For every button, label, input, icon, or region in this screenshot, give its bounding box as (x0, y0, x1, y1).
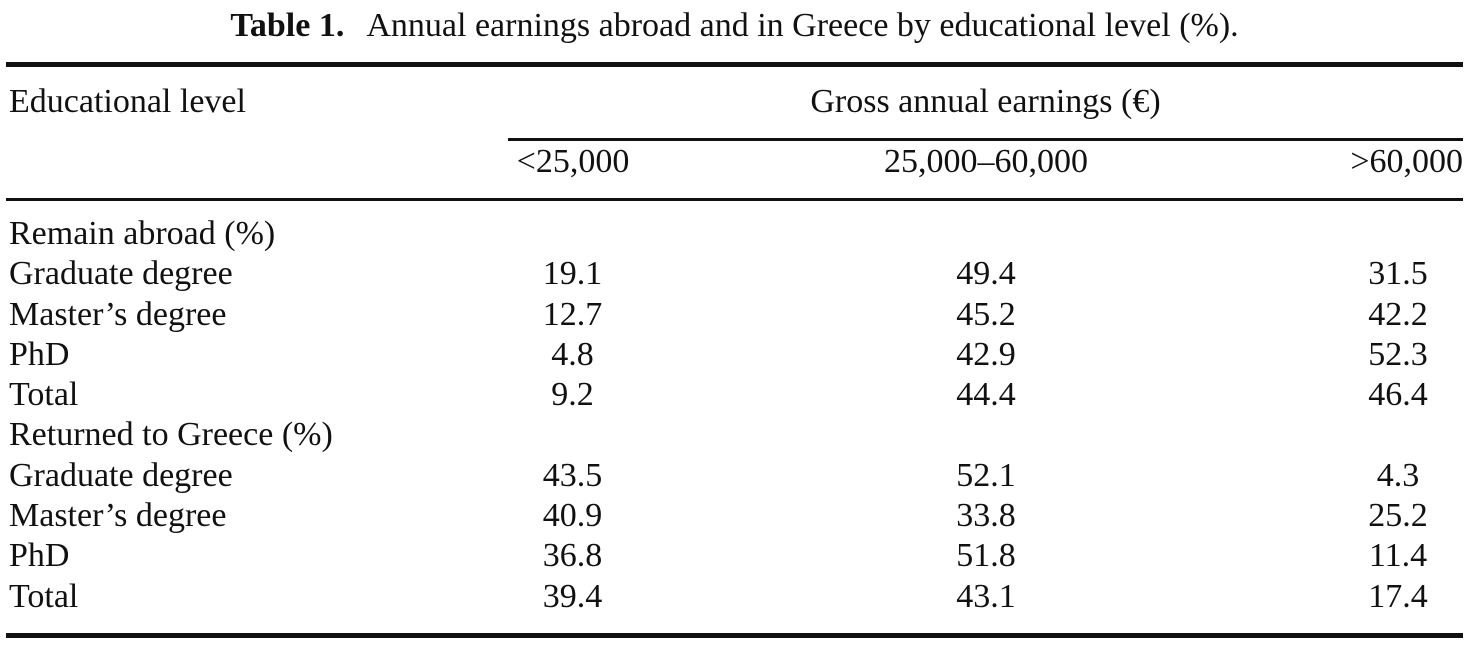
group-heading-row: Remain abroad (%) (0, 214, 1469, 254)
cell-over-60000: 11.4 (1368, 537, 1428, 575)
cell-over-60000: 52.3 (1368, 335, 1428, 373)
cell-25000-60000: 44.4 (956, 376, 1016, 414)
cell-under-25000: 12.7 (542, 295, 603, 333)
cell-25000-60000: 49.4 (956, 255, 1016, 293)
cell-over-60000: 17.4 (1368, 577, 1428, 615)
row-label: Total (9, 577, 79, 615)
cell-over-60000: 42.2 (1368, 295, 1428, 333)
top-rule (6, 62, 1463, 67)
cell-under-25000: 43.5 (542, 456, 603, 494)
table-row: PhD 4.8 42.9 52.3 (0, 335, 1469, 375)
table-row: Graduate degree 43.5 52.1 4.3 (0, 456, 1469, 496)
column-header-3: >60,000 (1350, 143, 1463, 180)
table-row: Graduate degree 19.1 49.4 31.5 (0, 254, 1469, 294)
group-heading: Returned to Greece (%) (9, 416, 333, 454)
table-row: Total 39.4 43.1 17.4 (0, 577, 1469, 617)
row-label: PhD (9, 335, 70, 373)
column-header-1: <25,000 (516, 143, 630, 180)
cell-under-25000: 4.8 (551, 335, 594, 373)
cell-under-25000: 9.2 (551, 376, 594, 414)
cell-under-25000: 40.9 (542, 497, 603, 535)
cell-25000-60000: 43.1 (956, 577, 1016, 615)
cell-25000-60000: 52.1 (956, 456, 1016, 494)
header-rule (6, 198, 1463, 201)
table-caption: Table 1. Annual earnings abroad and in Gr… (0, 4, 1469, 48)
cell-under-25000: 36.8 (542, 537, 603, 575)
cell-over-60000: 4.3 (1376, 456, 1420, 494)
group-heading-row: Returned to Greece (%) (0, 415, 1469, 455)
bottom-rule (6, 633, 1463, 638)
row-label: Master’s degree (9, 295, 227, 333)
row-label: Master’s degree (9, 497, 227, 535)
row-label: Graduate degree (9, 255, 233, 293)
stub-header: Educational level (9, 83, 246, 120)
row-label: Graduate degree (9, 456, 233, 494)
row-label: PhD (9, 537, 70, 575)
cell-over-60000: 31.5 (1368, 255, 1428, 293)
cell-under-25000: 19.1 (542, 255, 603, 293)
cell-25000-60000: 33.8 (956, 497, 1016, 535)
group-heading: Remain abroad (%) (9, 215, 276, 252)
cell-under-25000: 39.4 (542, 577, 603, 615)
cell-over-60000: 46.4 (1368, 376, 1428, 414)
cell-25000-60000: 42.9 (956, 335, 1016, 373)
row-label: Total (9, 376, 79, 414)
cell-over-60000: 25.2 (1368, 497, 1428, 535)
table-caption-label: Table 1. (230, 7, 345, 44)
column-header-2: 25,000–60,000 (884, 143, 1088, 180)
table-row: Total 9.2 44.4 46.4 (0, 375, 1469, 415)
spanner-rule (508, 138, 1463, 141)
table-row: PhD 36.8 51.8 11.4 (0, 536, 1469, 576)
table-row: Master’s degree 12.7 45.2 42.2 (0, 295, 1469, 335)
cell-25000-60000: 51.8 (956, 537, 1016, 575)
spanner-header: Gross annual earnings (€) (810, 83, 1161, 120)
table-caption-text: Annual earnings abroad and in Greece by … (366, 7, 1239, 44)
cell-25000-60000: 45.2 (956, 295, 1016, 333)
table-body: Remain abroad (%) Graduate degree 19.1 4… (0, 214, 1469, 617)
table-row: Master’s degree 40.9 33.8 25.2 (0, 496, 1469, 536)
